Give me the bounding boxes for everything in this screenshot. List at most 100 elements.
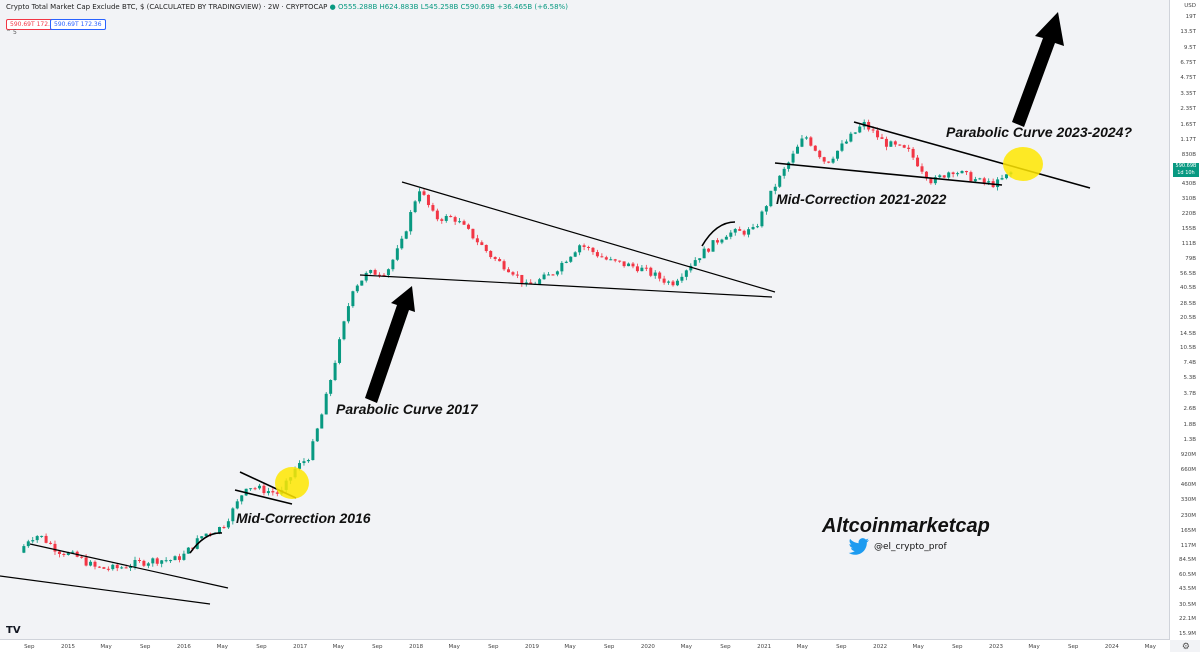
price-axis[interactable]: USD 19T 13.5T 9.5T 6.75T 4.75T 3.35T 2.35T 1.65T… <box>1169 0 1200 640</box>
gear-icon[interactable]: ⚙ <box>1181 641 1190 651</box>
candle-body <box>324 393 328 415</box>
candle-body <box>947 172 951 178</box>
candle-body <box>631 263 635 267</box>
y-tick-label: 330M <box>1180 497 1196 504</box>
candle-body <box>760 211 764 227</box>
candle-body <box>453 217 457 222</box>
buy-badge[interactable]: 590.69T 172.36 <box>50 19 106 30</box>
y-tick-label: 230M <box>1180 513 1196 520</box>
candle-body <box>555 271 559 275</box>
x-tick-label: Sep <box>488 644 499 650</box>
candle-body <box>1000 178 1004 180</box>
candle-body <box>613 259 617 261</box>
candle-body <box>71 551 75 553</box>
x-tick-label: Sep <box>1067 644 1079 650</box>
y-tick-label: 3.35T <box>1180 90 1196 97</box>
indicator-toggle[interactable]: ⌃ 5 <box>6 29 17 36</box>
x-tick-label: Sep <box>603 644 615 650</box>
candle-body <box>315 428 319 442</box>
candle-body <box>40 535 44 537</box>
candle-body <box>102 567 106 569</box>
candle-body <box>511 272 515 275</box>
x-tick-label: Sep <box>256 644 267 650</box>
candle-body <box>355 285 359 292</box>
candle-body <box>311 441 315 461</box>
candle-body <box>146 563 150 566</box>
candle-body <box>582 245 586 247</box>
candle-body <box>609 259 613 261</box>
candle-body <box>996 179 1000 188</box>
x-tick-label: May <box>332 644 344 650</box>
price-chart[interactable] <box>0 0 1170 640</box>
x-tick-label: May <box>1144 644 1157 650</box>
candle-body <box>951 172 955 175</box>
y-tick-label: 43.5M <box>1179 586 1196 593</box>
x-tick-label: 2019 <box>525 644 539 650</box>
candle-body <box>449 216 453 218</box>
y-tick-label: 13.5T <box>1180 29 1196 36</box>
candle-body <box>724 236 728 240</box>
candle-body <box>484 244 488 252</box>
candle-body <box>578 245 582 253</box>
candle-body <box>978 178 982 180</box>
candle-body <box>658 272 662 279</box>
candle-body <box>840 143 844 151</box>
time-axis[interactable]: Sep 2015 May Sep 2016 May Sep 2017 May Sep 2018 May… <box>0 639 1170 652</box>
candle-body <box>498 258 502 262</box>
y-tick-label: 84.5M <box>1179 557 1196 564</box>
y-tick-label: 40.5B <box>1179 285 1196 292</box>
candle-body <box>973 179 977 182</box>
candle-body <box>569 256 573 262</box>
candle-body <box>462 221 466 225</box>
annotation-mid-correction-2021-2022: Mid-Correction 2021-2022 <box>776 191 947 207</box>
trendline-2015-lower <box>0 575 211 605</box>
candle-body <box>849 133 853 142</box>
candle-body <box>702 248 706 259</box>
x-tick-label: Sep <box>836 644 847 650</box>
y-tick-label: 1.3B <box>1183 436 1196 443</box>
candle-body <box>342 321 346 340</box>
candle-body <box>124 567 128 569</box>
candle-body <box>173 556 177 561</box>
y-tick-label: 660M <box>1180 466 1196 473</box>
candle-body <box>635 266 639 272</box>
arrow-2023 <box>1012 12 1064 127</box>
candle-body <box>142 560 146 566</box>
candle-body <box>235 501 239 509</box>
y-tick-label: 1.65T <box>1180 122 1196 128</box>
candle-body <box>884 138 888 147</box>
x-tick-label: May <box>1028 644 1040 650</box>
candle-body <box>360 280 364 286</box>
candle-body <box>649 267 653 276</box>
candle-body <box>413 201 417 213</box>
tradingview-logo-icon[interactable]: TV <box>6 625 21 636</box>
y-tick-label: 5.3B <box>1183 374 1196 381</box>
candle-body <box>31 540 35 542</box>
candle-body <box>53 543 57 552</box>
y-tick-label: 920M <box>1180 451 1196 458</box>
x-tick-label: May <box>448 644 460 650</box>
annotation-mid-correction-2016: Mid-Correction 2016 <box>236 510 371 526</box>
y-tick-label: 9.5T <box>1183 44 1196 51</box>
candle-body <box>667 281 671 283</box>
candle-body <box>177 556 181 560</box>
y-tick-label: 2.6B <box>1183 406 1196 413</box>
candle-body <box>564 261 568 263</box>
candle-body <box>858 126 862 133</box>
candle-body <box>693 260 697 266</box>
symbol-title[interactable]: Crypto Total Market Cap Exclude BTC, $ (… <box>6 3 328 11</box>
candle-body <box>587 246 591 248</box>
candle-body <box>35 536 39 541</box>
candle-body <box>89 561 93 566</box>
candle-body <box>591 247 595 253</box>
candle-body <box>729 232 733 237</box>
market-status-dot: ● <box>329 3 336 11</box>
y-tick-label: 111B <box>1181 240 1196 247</box>
arrow-2017 <box>365 286 415 403</box>
candle-body <box>182 553 186 560</box>
drawings-layer <box>0 12 1091 605</box>
candle-body <box>373 270 377 275</box>
candle-body <box>249 488 253 490</box>
candle-body <box>804 137 808 139</box>
candle-body <box>836 150 840 159</box>
